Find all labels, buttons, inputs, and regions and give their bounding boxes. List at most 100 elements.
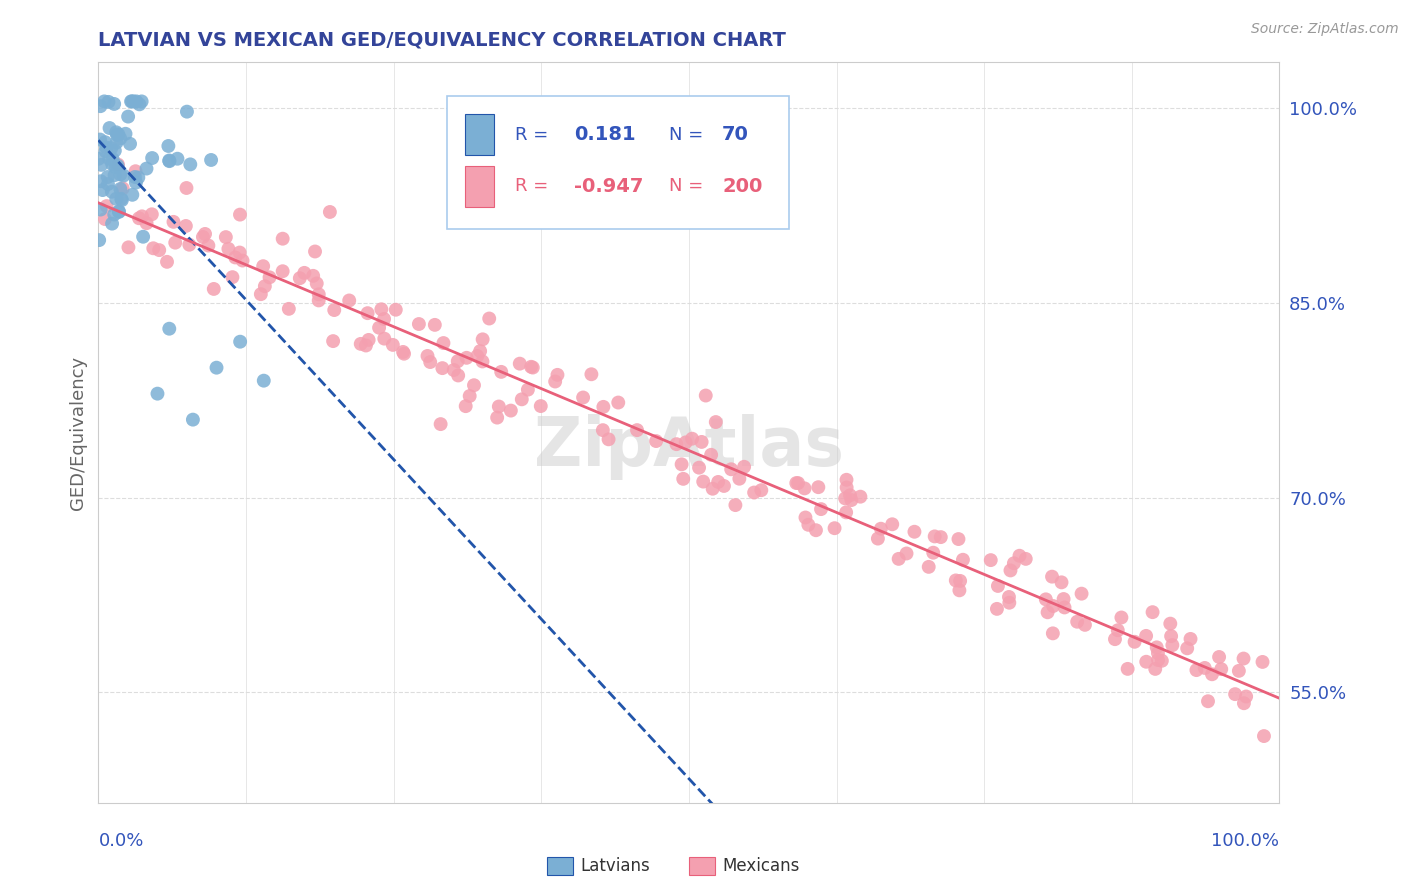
Point (111, 193, 134, 207)
Point (229, 208, 252, 222)
Point (202, 282, 225, 296)
Point (702, 482, 724, 496)
Point (793, 482, 815, 496)
Point (675, 435, 697, 450)
Point (785, 476, 807, 491)
Point (929, 530, 952, 544)
Point (105, 128, 128, 142)
Point (381, 338, 404, 352)
Point (110, 131, 132, 145)
Point (839, 488, 862, 502)
Point (704, 415, 727, 429)
Point (125, 95, 148, 109)
Text: 0.181: 0.181 (575, 125, 636, 145)
Text: ZipAtlas: ZipAtlas (534, 415, 844, 481)
Point (945, 574, 967, 588)
Point (713, 479, 735, 493)
Point (97, 177, 120, 191)
Point (94, 212, 117, 227)
Point (1066, 615, 1088, 629)
Point (742, 485, 765, 500)
Point (124, 164, 146, 178)
Point (810, 502, 832, 516)
Point (998, 596, 1021, 610)
Point (253, 374, 276, 388)
Point (1002, 556, 1025, 570)
Point (392, 347, 415, 361)
Point (429, 417, 451, 431)
Point (117, 240, 139, 254)
Point (645, 434, 668, 448)
Point (882, 517, 904, 532)
Point (250, 287, 273, 301)
Point (105, 192, 128, 206)
Point (1074, 618, 1097, 632)
Point (103, 97, 125, 112)
Point (1008, 549, 1031, 563)
Text: 100.0%: 100.0% (1212, 832, 1279, 850)
Point (922, 546, 945, 560)
Point (104, 160, 127, 174)
Point (107, 128, 129, 142)
Point (1000, 563, 1022, 577)
Point (607, 395, 630, 409)
Point (804, 523, 827, 537)
Point (458, 389, 481, 403)
Point (1234, 690, 1257, 704)
Point (94, 140, 117, 154)
Point (89, 99, 111, 113)
Point (465, 349, 488, 363)
Point (121, 187, 143, 202)
Point (471, 332, 494, 346)
Point (89, 233, 111, 247)
Point (337, 293, 360, 308)
Point (749, 483, 772, 498)
Point (179, 237, 201, 252)
FancyBboxPatch shape (447, 95, 789, 229)
Point (1050, 575, 1073, 590)
Point (135, 161, 157, 176)
Point (1146, 640, 1168, 655)
Point (200, 153, 222, 167)
Point (224, 251, 246, 265)
Point (948, 583, 970, 598)
Point (322, 334, 344, 348)
Point (733, 459, 755, 474)
Point (1042, 626, 1064, 640)
Point (90, 158, 112, 172)
Point (835, 505, 858, 519)
Point (1116, 662, 1139, 676)
Point (215, 230, 238, 244)
Point (89, 132, 111, 146)
Point (292, 266, 315, 280)
Point (486, 410, 509, 425)
Point (1144, 662, 1167, 676)
Point (530, 399, 553, 413)
Point (1142, 605, 1164, 619)
Point (443, 363, 465, 377)
Point (107, 159, 129, 173)
Point (384, 302, 406, 317)
Point (432, 361, 454, 376)
Point (598, 432, 620, 446)
Point (489, 365, 512, 379)
Point (357, 333, 380, 347)
Point (104, 168, 127, 182)
Point (100, 141, 122, 155)
Point (90, 202, 112, 217)
Point (308, 293, 330, 308)
Point (998, 590, 1021, 604)
Text: N =: N = (669, 126, 709, 144)
Point (131, 210, 153, 224)
Point (194, 227, 217, 241)
Point (1251, 655, 1274, 669)
Point (93, 95, 115, 109)
Point (986, 602, 1008, 616)
Point (980, 553, 1002, 567)
Point (108, 204, 131, 219)
Point (271, 232, 294, 246)
Point (135, 216, 157, 230)
Point (141, 151, 163, 165)
Point (546, 368, 568, 382)
Point (471, 354, 494, 368)
